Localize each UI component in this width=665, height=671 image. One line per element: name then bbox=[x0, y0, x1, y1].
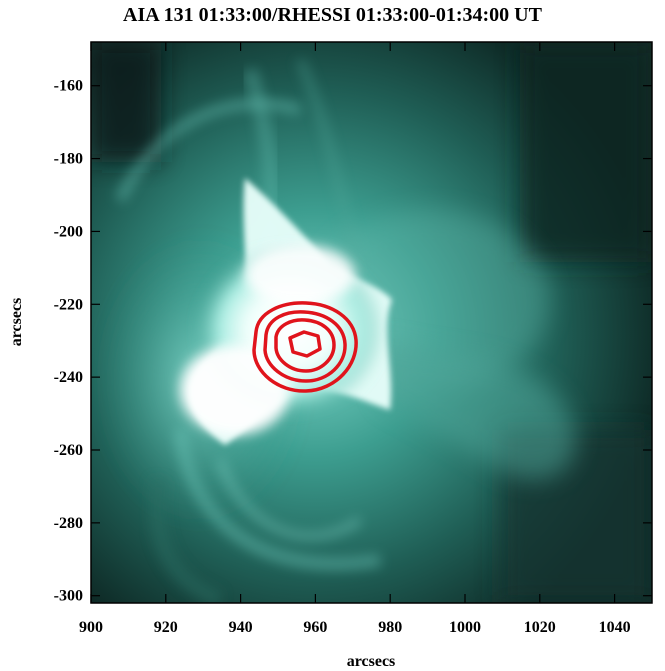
y-tick-label: -220 bbox=[54, 296, 83, 313]
x-tick-label: 1000 bbox=[449, 619, 481, 636]
y-tick-label: -240 bbox=[54, 369, 83, 386]
contour-level-3 bbox=[274, 318, 336, 373]
y-axis-title: arcsecs bbox=[8, 298, 25, 347]
x-axis: 900 920 940 960 980 1000 1020 1040 bbox=[79, 42, 631, 636]
x-axis-title: arcsecs bbox=[347, 653, 396, 670]
x-tick-label: 900 bbox=[79, 619, 103, 636]
x-tick-label: 960 bbox=[303, 619, 327, 636]
y-tick-label: -180 bbox=[54, 151, 83, 168]
y-tick-label: -300 bbox=[54, 588, 83, 605]
contour-level-2 bbox=[263, 310, 347, 383]
chart-title: AIA 131 01:33:00/RHESSI 01:33:00-01:34:0… bbox=[123, 4, 542, 26]
y-axis: -160 -180 -200 -220 -240 -260 -280 -300 bbox=[54, 78, 652, 605]
y-tick-label: -160 bbox=[54, 78, 83, 95]
contour-level-1 bbox=[252, 301, 358, 393]
x-tick-label: 1020 bbox=[524, 619, 556, 636]
rhessi-contours bbox=[252, 301, 358, 393]
y-tick-label: -200 bbox=[54, 223, 83, 240]
x-tick-label: 920 bbox=[154, 619, 178, 636]
y-tick-label: -280 bbox=[54, 515, 83, 532]
aia-131-image bbox=[91, 42, 652, 603]
plot-frame bbox=[90, 41, 653, 604]
x-tick-label: 1040 bbox=[599, 619, 631, 636]
x-tick-label: 940 bbox=[229, 619, 253, 636]
y-tick-label: -260 bbox=[54, 442, 83, 459]
x-tick-label: 980 bbox=[378, 619, 402, 636]
contour-level-4 bbox=[288, 330, 322, 358]
